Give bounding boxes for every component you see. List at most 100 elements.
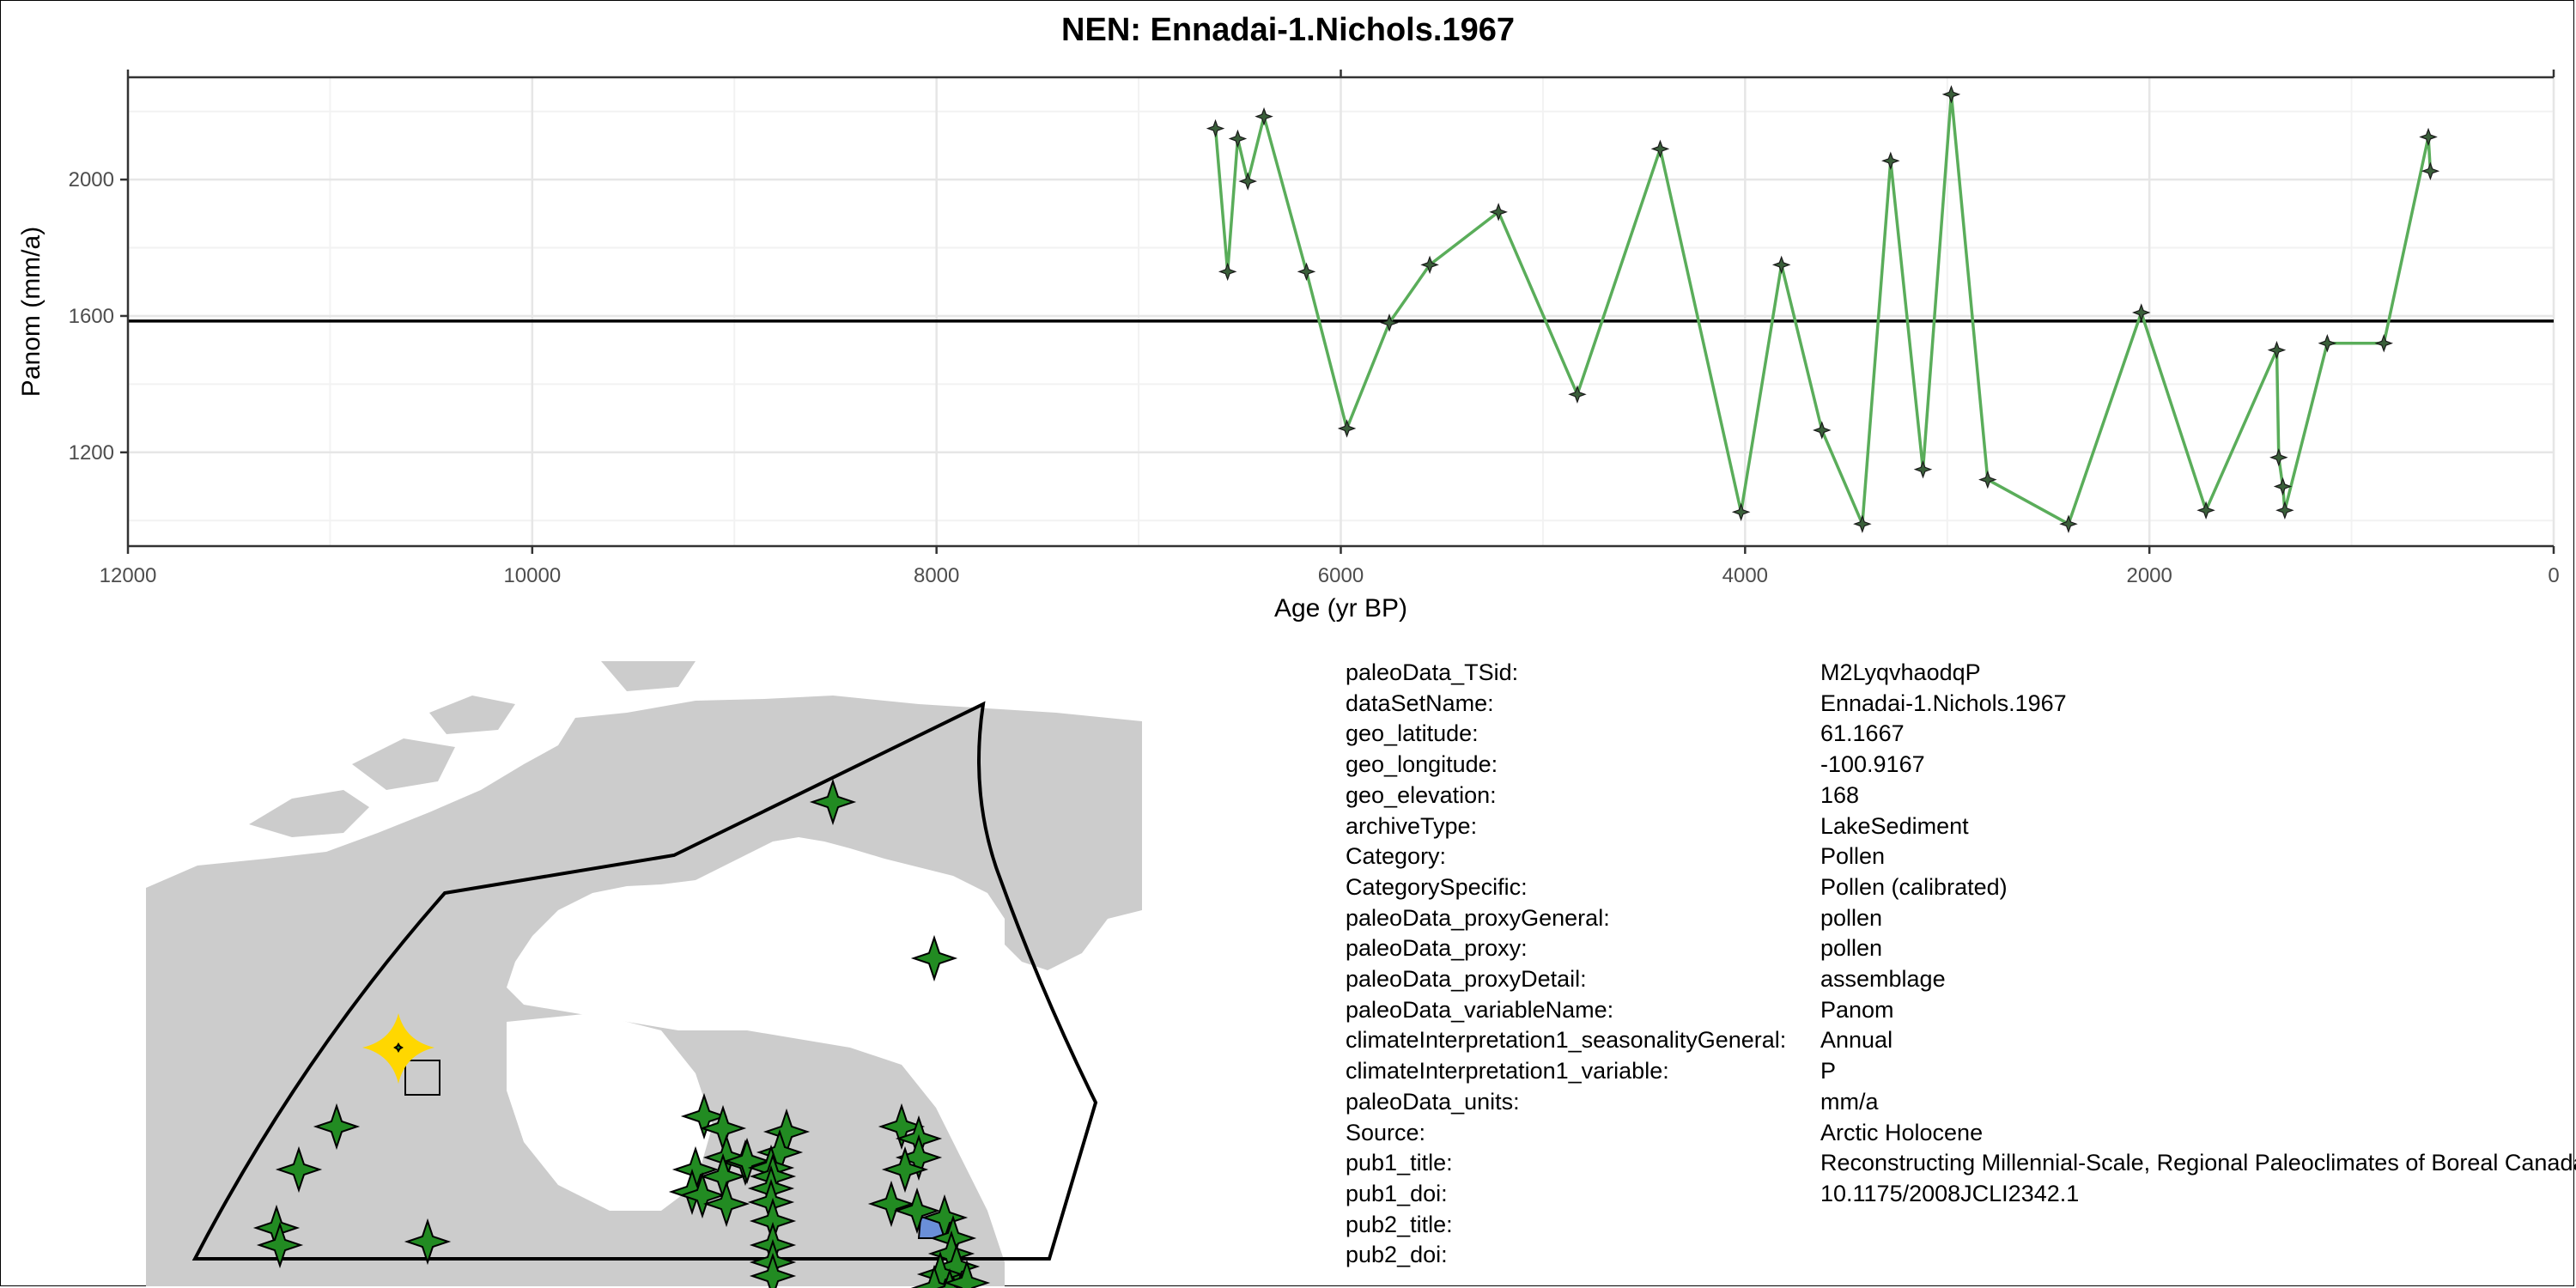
site-marker xyxy=(404,1218,452,1266)
data-point xyxy=(1941,85,1961,104)
data-point xyxy=(1255,106,1273,126)
lake-box xyxy=(404,1060,440,1096)
data-point xyxy=(1228,129,1248,149)
x-tick-label: 8000 xyxy=(914,564,959,587)
chart-title: NEN: Ennadai-1.Nichols.1967 xyxy=(1061,12,1515,48)
data-point xyxy=(1218,262,1237,282)
metadata-value: Panom xyxy=(1820,996,1894,1023)
metadata-value: M2LyqvhaodqP xyxy=(1820,659,1981,685)
metadata-value: mm/a xyxy=(1820,1088,1879,1115)
island-1 xyxy=(249,790,369,837)
data-point xyxy=(1489,203,1508,222)
metadata-value: 61.1667 xyxy=(1820,720,1905,747)
metadata-row: paleoData_TSid: M2LyqvhaodqP xyxy=(1346,658,2576,689)
metadata-key: Source: xyxy=(1346,1119,1426,1145)
metadata-value: Pollen (calibrated) xyxy=(1820,873,2008,900)
metadata-row: dataSetName: Ennadai-1.Nichols.1967 xyxy=(1346,689,2576,720)
metadata-key: paleoData_proxyGeneral: xyxy=(1346,904,1610,931)
target-site-marker xyxy=(393,1042,404,1053)
y-axis-title: Panom (mm/a) xyxy=(17,227,46,397)
data-point xyxy=(2421,161,2440,180)
metadata-key: paleoData_units: xyxy=(1346,1088,1520,1115)
site-marker xyxy=(878,1103,926,1151)
metadata-row: Source: Arctic Holocene xyxy=(1346,1118,2576,1149)
metadata-value: 168 xyxy=(1820,781,1860,808)
island-2 xyxy=(352,738,455,790)
metadata-key: climateInterpretation1_variable: xyxy=(1346,1058,1669,1084)
metadata-key: paleoData_proxyDetail: xyxy=(1346,966,1587,993)
hudson-bay xyxy=(507,1013,713,1211)
y-tick-label: 1200 xyxy=(69,441,114,465)
island-4 xyxy=(601,661,696,691)
metadata-key: pub1_doi: xyxy=(1346,1180,1448,1206)
metadata-key: climateInterpretation1_seasonalityGenera… xyxy=(1346,1027,1787,1054)
data-point xyxy=(1813,421,1832,440)
metadata-row: CategorySpecific: Pollen (calibrated) xyxy=(1346,872,2576,903)
x-tick-label: 6000 xyxy=(1318,564,1364,587)
metadata-row: paleoData_proxyDetail: assemblage xyxy=(1346,964,2576,995)
site-marker xyxy=(893,1187,941,1235)
metadata-value: LakeSediment xyxy=(1820,812,1969,839)
data-point xyxy=(1337,419,1357,438)
metadata-row: paleoData_units: mm/a xyxy=(1346,1087,2576,1118)
metadata-key: geo_latitude: xyxy=(1346,720,1479,747)
site-marker xyxy=(680,1092,728,1140)
site-marker xyxy=(749,1252,797,1288)
site-marker xyxy=(943,1259,991,1288)
site-marker xyxy=(809,778,857,826)
site-marker xyxy=(313,1103,361,1151)
x-tick-label: 0 xyxy=(2548,564,2559,587)
metadata-row: climateInterpretation1_seasonalityGenera… xyxy=(1346,1025,2576,1056)
metadata-table: paleoData_TSid: M2LyqvhaodqP dataSetName: E… xyxy=(1346,658,2576,1271)
site-marker xyxy=(910,934,958,982)
x-tick-label: 4000 xyxy=(1722,564,1768,587)
metadata-row: pub2_doi: xyxy=(1346,1240,2576,1271)
metadata-key: archiveType: xyxy=(1346,812,1478,839)
data-point xyxy=(2131,303,2151,322)
site-marker xyxy=(936,1267,963,1288)
data-point xyxy=(1297,262,1316,282)
site-map xyxy=(146,661,1142,1288)
data-point xyxy=(1853,514,1872,533)
site-marker xyxy=(678,1171,726,1219)
metadata-value: Ennadai-1.Nichols.1967 xyxy=(1820,690,2067,716)
metadata-key: pub1_title: xyxy=(1346,1150,1453,1176)
metadata-value: 10.1175/2008JCLI2342.1 xyxy=(1820,1180,2080,1206)
metadata-value: Reconstructing Millennial-Scale, Regiona… xyxy=(1820,1150,2576,1176)
time-series-chart: 12000 10000 8000 6000 4000 2000 0 1200 1600 2000 A… xyxy=(17,70,2560,623)
x-axis-title: Age (yr BP) xyxy=(1274,594,1407,623)
data-point xyxy=(1420,255,1439,275)
data-point xyxy=(1206,118,1225,138)
site-marker xyxy=(881,1145,929,1194)
metadata-row: paleoData_proxy: pollen xyxy=(1346,933,2576,964)
metadata-row: geo_latitude: 61.1667 xyxy=(1346,719,2576,750)
data-point xyxy=(1881,151,1900,171)
data-point xyxy=(2374,333,2394,353)
metadata-row: pub1_title: Reconstructing Millennial-Sca… xyxy=(1346,1148,2576,1179)
site-marker xyxy=(723,1137,771,1185)
data-point xyxy=(2318,333,2337,353)
metadata-key: paleoData_proxy: xyxy=(1346,935,1528,962)
metadata-row: archiveType: LakeSediment xyxy=(1346,811,2576,842)
data-point xyxy=(2269,448,2288,467)
metadata-value: Annual xyxy=(1820,1027,1893,1054)
data-point xyxy=(1238,172,1257,191)
metadata-key: paleoData_TSid: xyxy=(1346,659,1519,685)
metadata-row: pub1_doi: 10.1175/2008JCLI2342.1 xyxy=(1346,1179,2576,1210)
metadata-row: climateInterpretation1_variable: P xyxy=(1346,1056,2576,1087)
metadata-row: geo_elevation: 168 xyxy=(1346,781,2576,811)
metadata-row: paleoData_proxyGeneral: pollen xyxy=(1346,903,2576,934)
metadata-key: pub2_title: xyxy=(1346,1211,1453,1237)
island-3 xyxy=(429,696,515,734)
site-marker xyxy=(895,1133,943,1182)
data-point xyxy=(2196,501,2215,520)
data-point xyxy=(1771,255,1791,275)
metadata-value: pollen xyxy=(1820,904,1883,931)
metadata-value xyxy=(1820,1210,2576,1241)
x-tick-label: 2000 xyxy=(2126,564,2172,587)
metadata-value: Arctic Holocene xyxy=(1820,1119,1984,1145)
region-boundary xyxy=(191,701,1098,1261)
y-tick-label: 1600 xyxy=(69,305,114,328)
site-marker xyxy=(702,1180,750,1228)
